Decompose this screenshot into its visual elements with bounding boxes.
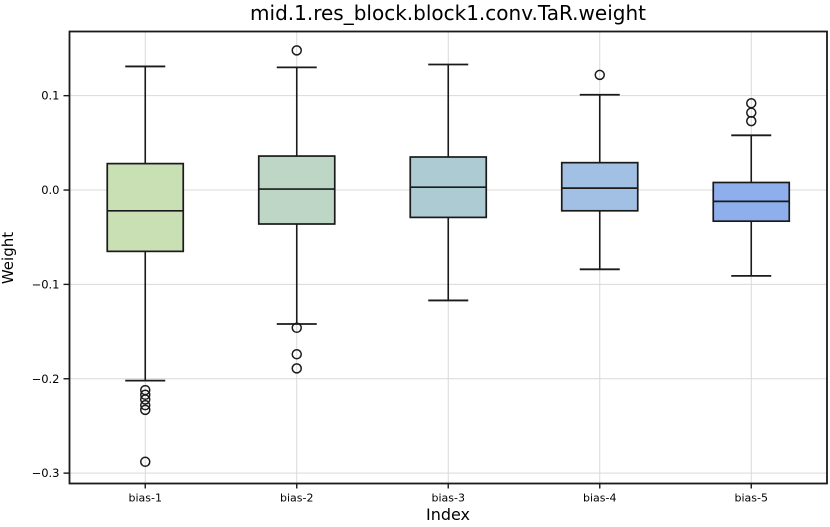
x-axis-label: Index: [425, 505, 471, 524]
outlier-point: [140, 389, 151, 401]
y-tick-label: 0.1: [41, 89, 59, 103]
x-tick-label: bias-3: [432, 492, 465, 505]
box-bias-1: [106, 162, 185, 253]
box-bias-2: [257, 155, 336, 225]
x-tick-label: bias-5: [735, 492, 768, 505]
outlier-point: [291, 363, 302, 374]
x-tick-label: bias-4: [583, 492, 616, 505]
box-bias-4: [560, 161, 639, 212]
y-tick-label: −0.2: [32, 372, 60, 386]
x-tick-label: bias-2: [280, 492, 313, 505]
outlier-point: [594, 69, 605, 81]
x-tick-label: bias-1: [129, 492, 162, 505]
outlier-point: [291, 322, 302, 334]
outlier-point: [291, 45, 302, 56]
y-tick-label: −0.1: [32, 277, 60, 291]
outlier-point: [140, 456, 151, 468]
outlier-point: [746, 115, 757, 127]
outlier-point: [140, 399, 151, 411]
y-tick-label: −0.3: [32, 466, 60, 480]
y-tick-label: 0.0: [41, 183, 59, 197]
chart-title: mid.1.res_block.block1.conv.TaR.weight: [250, 1, 646, 25]
outlier-point: [140, 404, 151, 416]
outlier-point: [291, 348, 302, 360]
outlier-point: [140, 394, 151, 405]
